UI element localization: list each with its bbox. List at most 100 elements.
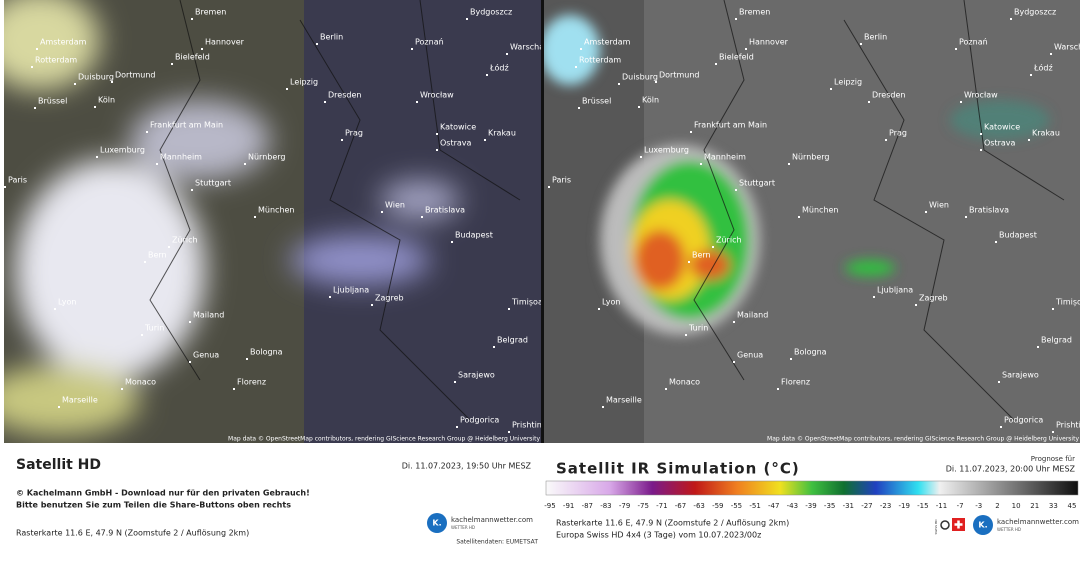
city-label: Prishtin [512, 421, 542, 430]
city-label: Florenz [237, 378, 266, 387]
copyright: © Kachelmann GmbH - Download nur für den… [16, 489, 310, 498]
city-dot [868, 101, 870, 103]
city-label: Bremen [195, 8, 226, 17]
colorbar-tick-label: -15 [917, 502, 928, 510]
city-label: Genua [193, 351, 219, 360]
city-dot [618, 83, 620, 85]
city-dot [873, 296, 875, 298]
city-label: Rotterdam [35, 56, 77, 65]
city-dot [685, 334, 687, 336]
colorbar-tick-label: 45 [1068, 502, 1077, 510]
city-label: Bydgoszcz [470, 8, 512, 17]
city-dot [665, 388, 667, 390]
logo-icon [973, 515, 993, 535]
city-label: Łódź [1033, 63, 1053, 73]
city-label: Podgorica [460, 416, 499, 425]
city-dot [111, 81, 113, 83]
city-label: Ljubljana [333, 286, 369, 295]
city-dot [156, 163, 158, 165]
city-dot [735, 18, 737, 20]
city-dot [860, 43, 862, 45]
city-label: Timișoa [511, 298, 543, 308]
city-label: Belgrad [1041, 336, 1072, 345]
city-dot [4, 186, 6, 188]
city-label: Paris [8, 176, 27, 185]
city-label: Warscha [1054, 43, 1088, 52]
datetime: Di. 11.07.2023, 20:00 Uhr MESZ [946, 465, 1076, 474]
colorbar-tick-label: 21 [1030, 502, 1039, 510]
city-dot [506, 53, 508, 55]
colorbar-tick-label: -23 [880, 502, 891, 510]
city-dot [1028, 139, 1030, 141]
copyright: Bitte benutzen Sie zum Teilen die Share-… [16, 501, 291, 510]
city-dot [788, 163, 790, 165]
city-label: Dresden [872, 91, 905, 100]
colorbar-tick-label: -27 [861, 502, 872, 510]
colorbar-tick-label: 10 [1012, 502, 1021, 510]
city-dot [508, 308, 510, 310]
city-label: Duisburg [78, 73, 114, 82]
city-label: Podgorica [1004, 416, 1043, 425]
city-label: Wien [929, 201, 949, 210]
city-label: Ljubljana [877, 286, 913, 295]
city-dot [286, 88, 288, 90]
city-label: Amsterdam [584, 38, 631, 47]
city-dot [34, 107, 36, 109]
city-dot [36, 48, 38, 50]
city-label: Timișoa [1055, 298, 1087, 308]
city-dot [144, 261, 146, 263]
swiss-label: SWISS HD [934, 519, 938, 535]
city-dot [830, 88, 832, 90]
city-label: Prishtin [1056, 421, 1086, 430]
city-dot [411, 48, 413, 50]
city-dot [1050, 53, 1052, 55]
city-dot [341, 139, 343, 141]
city-label: Luxemburg [644, 146, 689, 155]
city-label: Paris [552, 176, 571, 185]
colorbar-tick-label: -35 [824, 502, 835, 510]
city-label: Poznań [959, 38, 988, 47]
city-dot [381, 211, 383, 213]
city-label: Luxemburg [100, 146, 145, 155]
datetime: Di. 11.07.2023, 19:50 Uhr MESZ [402, 462, 532, 471]
city-label: Brüssel [38, 97, 67, 106]
city-label: Zagreb [919, 294, 948, 303]
city-dot [735, 189, 737, 191]
city-label: Berlin [864, 33, 887, 42]
city-label: Köln [98, 96, 115, 105]
city-dot [1000, 426, 1002, 428]
city-label: Zürich [172, 236, 198, 245]
city-dot [1052, 308, 1054, 310]
city-dot [700, 163, 702, 165]
city-label: Krakau [1032, 129, 1060, 138]
city-dot [655, 81, 657, 83]
city-label: Budapest [455, 231, 493, 240]
city-label: Dresden [328, 91, 361, 100]
city-dot [1037, 346, 1039, 348]
logo-letter: K. [978, 521, 987, 530]
search-icon [940, 520, 950, 530]
city-dot [191, 189, 193, 191]
city-dot [456, 426, 458, 428]
city-label: Hannover [749, 38, 789, 47]
city-label: München [802, 206, 839, 215]
colorbar-tick-label: -91 [563, 502, 574, 510]
city-dot [371, 304, 373, 306]
city-label: Bologna [794, 348, 827, 357]
city-label: Bremen [739, 8, 770, 17]
city-dot [733, 361, 735, 363]
colorbar-tick-label: -75 [637, 502, 648, 510]
colorbar-tick-label: -67 [675, 502, 686, 510]
city-label: Leipzig [290, 78, 318, 87]
city-label: Mailand [193, 311, 224, 320]
city-dot [790, 358, 792, 360]
city-label: Amsterdam [40, 38, 87, 47]
city-dot [712, 246, 714, 248]
colorbar-tick-label: -55 [731, 502, 742, 510]
colorbar-tick-label: -59 [712, 502, 723, 510]
city-dot [777, 388, 779, 390]
city-dot [745, 48, 747, 50]
logo-text: kachelmannwetter.com [451, 516, 533, 524]
city-dot [1010, 18, 1012, 20]
city-label: Leipzig [834, 78, 862, 87]
